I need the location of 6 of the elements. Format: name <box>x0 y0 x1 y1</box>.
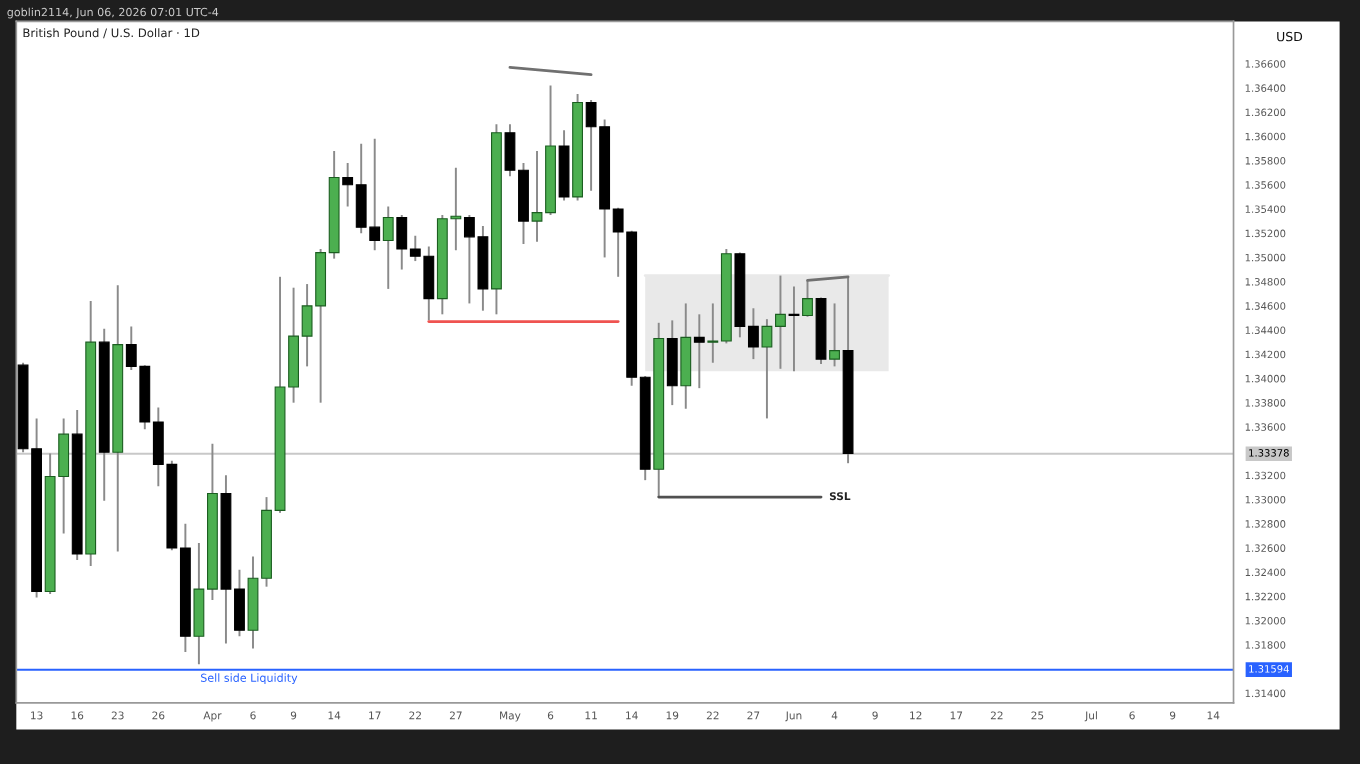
candlestick <box>788 285 800 373</box>
candlestick <box>382 205 394 290</box>
candlestick <box>693 313 705 390</box>
candlestick <box>666 319 678 407</box>
candlestick <box>829 302 840 368</box>
candlestick <box>802 279 813 318</box>
